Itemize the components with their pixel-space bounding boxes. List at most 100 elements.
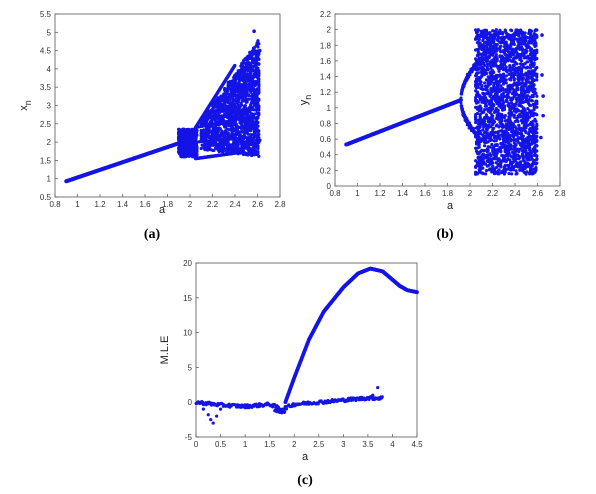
data-point (257, 106, 261, 110)
y-tick-label: 0 (188, 398, 193, 407)
data-point (236, 143, 240, 147)
data-point (490, 79, 494, 83)
data-point (509, 69, 513, 73)
data-point (525, 170, 529, 174)
data-point (504, 78, 508, 82)
data-point (240, 122, 244, 127)
data-point (257, 62, 261, 66)
data-point (510, 101, 514, 105)
data-point (232, 93, 237, 98)
data-point (257, 80, 261, 84)
data-point (530, 164, 534, 168)
data-point (255, 133, 260, 138)
data-point (194, 136, 198, 141)
data-point (239, 130, 243, 134)
y-axis-label: M.L.E (159, 336, 171, 365)
data-point (481, 166, 485, 170)
data-point (518, 155, 522, 159)
data-point (257, 71, 261, 75)
data-point (462, 84, 466, 88)
data-point (483, 108, 487, 112)
data-point (490, 138, 494, 142)
data-point (510, 84, 515, 88)
data-point (490, 142, 494, 147)
data-point (459, 96, 463, 100)
data-point (474, 83, 478, 87)
data-point (535, 154, 539, 158)
y-tick-label: 1.4 (320, 73, 332, 82)
data-point (535, 113, 539, 117)
data-point (489, 92, 493, 97)
data-point (535, 149, 539, 153)
data-point (519, 69, 524, 73)
x-tick-label: 3.5 (362, 440, 374, 449)
data-point (496, 108, 500, 112)
data-point (509, 133, 513, 138)
data-point (512, 77, 516, 81)
y-tick-label: 0.2 (320, 166, 332, 175)
data-point (257, 97, 261, 101)
data-points (344, 28, 545, 176)
data-point (510, 97, 515, 101)
y-tick-label: 0.4 (320, 151, 332, 160)
data-point (526, 65, 530, 69)
data-point (207, 128, 211, 132)
data-point (531, 125, 535, 129)
data-point (462, 110, 466, 114)
data-point (487, 79, 491, 83)
data-point (508, 116, 512, 120)
data-point (535, 161, 539, 165)
data-point (492, 70, 496, 75)
data-point (481, 87, 485, 92)
x-tick-label: 2 (188, 200, 193, 209)
y-tick-label: 3.5 (40, 83, 52, 92)
data-point (228, 98, 232, 102)
data-point (257, 138, 262, 143)
data-point (507, 33, 511, 37)
x-tick-label: 1 (75, 200, 80, 209)
data-point (241, 142, 245, 146)
data-point (475, 111, 480, 116)
data-point (460, 107, 464, 111)
y-tick-label: 2.5 (40, 120, 52, 129)
data-point (512, 34, 516, 38)
data-point (256, 124, 260, 128)
x-tick-label: 2 (292, 440, 297, 449)
data-point (501, 101, 506, 105)
data-point (507, 104, 511, 109)
data-point (489, 125, 493, 129)
data-point (527, 90, 531, 94)
data-point (252, 29, 256, 33)
data-point (527, 87, 531, 91)
data-point (530, 99, 534, 103)
data-point (242, 132, 247, 136)
data-point (519, 54, 523, 59)
data-point (514, 169, 518, 173)
y-tick-label: 1 (47, 175, 52, 184)
data-point (494, 28, 498, 32)
x-tick-label: 1.5 (264, 440, 276, 449)
data-point (501, 31, 505, 35)
data-point (521, 134, 525, 138)
data-point (484, 104, 489, 108)
data-point (233, 81, 238, 85)
data-point (257, 129, 261, 133)
data-point (512, 113, 516, 117)
x-tick-label: 0.8 (49, 200, 61, 209)
y-tick-label: 1.6 (320, 57, 332, 66)
data-point (504, 81, 508, 85)
data-point (250, 105, 255, 110)
data-point (535, 50, 539, 55)
data-point (517, 109, 521, 113)
data-point (491, 161, 495, 165)
data-point (532, 83, 536, 87)
data-point (534, 44, 538, 48)
panel-a: 0.8 1 1.2 1.4 1.6 1.8 2 2.2 2.4 2.6 2.80.511.522.5… (18, 10, 286, 242)
data-point (231, 126, 235, 130)
data-point (483, 81, 487, 85)
data-point (501, 72, 506, 76)
data-point (483, 92, 487, 96)
data-point (194, 146, 199, 151)
data-point (503, 113, 507, 118)
data-point (514, 157, 518, 161)
